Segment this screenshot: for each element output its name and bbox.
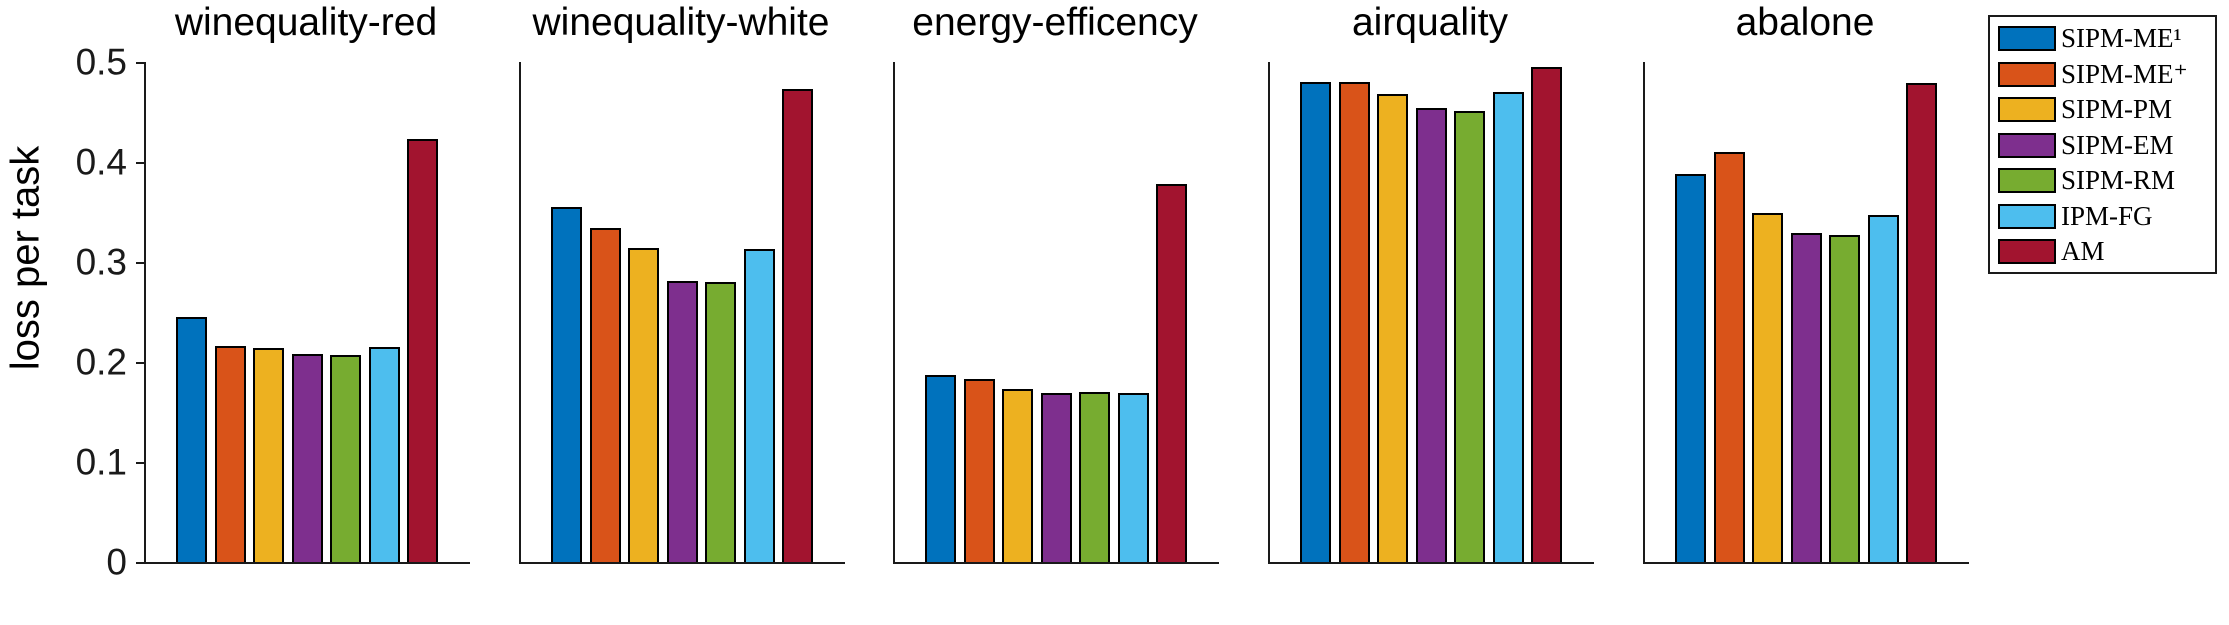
bar-AM: [782, 89, 813, 562]
legend-label: SIPM-ME¹: [2061, 23, 2182, 53]
bar-SIPM-RM: [330, 355, 361, 562]
legend-label: SIPM-ME⁺: [2061, 58, 2188, 89]
subplot-title: energy-efficency: [912, 1, 1198, 44]
y-tick-label: 0: [106, 541, 127, 583]
bar-SIPM-PM: [628, 248, 659, 562]
bar-AM: [1906, 83, 1937, 562]
subplot-title: winequality-red: [174, 1, 438, 44]
legend-entry-AM: AM: [1998, 238, 2215, 265]
subplot-airquality: airquality: [1268, 0, 1594, 564]
bar-SIPM-ME⁺: [1339, 82, 1370, 562]
bar-SIPM-RM: [1079, 392, 1110, 562]
bar-SIPM-ME¹: [176, 317, 207, 562]
bar-SIPM-EM: [1041, 393, 1072, 562]
bar-SIPM-EM: [292, 354, 323, 562]
legend-swatch: [1998, 26, 2056, 51]
legend-label: IPM-FG: [2061, 200, 2153, 231]
plot-area: [1268, 62, 1594, 564]
subplot-title: winequality-white: [532, 1, 830, 44]
bar-SIPM-ME¹: [925, 375, 956, 562]
bar-AM: [407, 139, 438, 562]
bar-SIPM-ME⁺: [1714, 152, 1745, 562]
bar-SIPM-PM: [1752, 213, 1783, 562]
legend-label: SIPM-EM: [2061, 129, 2174, 160]
subplot-abalone: abalone: [1643, 0, 1969, 564]
legend-swatch: [1998, 239, 2056, 264]
bar-SIPM-ME¹: [1675, 174, 1706, 562]
legend-label: SIPM-PM: [2061, 94, 2173, 124]
legend: SIPM-ME¹ SIPM-ME⁺ SIPM-PM SIPM-EM SIPM-RM IPM…: [1988, 15, 2217, 274]
legend-label: AM: [2061, 236, 2105, 266]
y-tick-mark: [136, 562, 146, 564]
legend-entry-SIPM-EM: SIPM-EM: [1998, 129, 2215, 160]
y-tick-mark: [136, 62, 146, 64]
legend-swatch: [1998, 168, 2056, 193]
y-tick-mark: [136, 262, 146, 264]
bar-SIPM-EM: [1791, 233, 1822, 562]
bar-SIPM-ME¹: [551, 207, 582, 562]
y-tick-label: 0.3: [75, 241, 127, 283]
legend-swatch: [1998, 132, 2056, 158]
legend-label: SIPM-RM: [2061, 165, 2176, 195]
subplot-winequality-red: winequality-red: [136, 0, 470, 564]
legend-swatch: [1998, 61, 2056, 87]
y-tick-mark: [136, 162, 146, 164]
bar-SIPM-ME⁺: [215, 346, 246, 562]
y-tick-label: 0.2: [75, 341, 127, 383]
bar-SIPM-EM: [667, 281, 698, 562]
bar-SIPM-EM: [1416, 108, 1447, 562]
subplot-title: airquality: [1351, 1, 1509, 44]
bar-SIPM-RM: [705, 282, 736, 562]
bar-SIPM-PM: [1002, 389, 1033, 562]
bar-AM: [1156, 184, 1187, 562]
bar-IPM-FG: [744, 249, 775, 562]
subplot-title: abalone: [1735, 1, 1875, 44]
legend-entry-SIPM-RM: SIPM-RM: [1998, 167, 2215, 194]
bar-SIPM-RM: [1454, 111, 1485, 562]
legend-entry-SIPM-ME¹: SIPM-ME¹: [1998, 25, 2215, 52]
plot-area: [519, 62, 845, 564]
plot-area: [1643, 62, 1969, 564]
legend-swatch: [1998, 203, 2056, 229]
legend-entry-IPM-FG: IPM-FG: [1998, 200, 2215, 231]
y-tick-mark: [136, 462, 146, 464]
y-tick-label: 0.5: [75, 41, 127, 83]
legend-entry-SIPM-ME⁺: SIPM-ME⁺: [1998, 58, 2215, 89]
plot-area: [136, 62, 470, 564]
bar-IPM-FG: [1493, 92, 1524, 562]
y-tick-mark: [136, 362, 146, 364]
bar-SIPM-PM: [253, 348, 284, 562]
subplot-winequality-white: winequality-white: [519, 0, 845, 564]
bar-SIPM-PM: [1377, 94, 1408, 562]
bar-IPM-FG: [1868, 215, 1899, 562]
bar-SIPM-ME⁺: [590, 228, 621, 562]
legend-swatch: [1998, 97, 2056, 122]
bar-AM: [1531, 67, 1562, 562]
plot-area: [893, 62, 1219, 564]
bar-SIPM-ME¹: [1300, 82, 1331, 562]
bar-IPM-FG: [1118, 393, 1149, 562]
y-tick-label: 0.1: [75, 441, 127, 483]
legend-entry-SIPM-PM: SIPM-PM: [1998, 96, 2215, 123]
y-tick-label: 0.4: [75, 141, 127, 183]
subplot-energy-efficency: energy-efficency: [893, 0, 1219, 564]
bar-IPM-FG: [369, 347, 400, 562]
bar-SIPM-ME⁺: [964, 379, 995, 562]
bar-SIPM-RM: [1829, 235, 1860, 562]
